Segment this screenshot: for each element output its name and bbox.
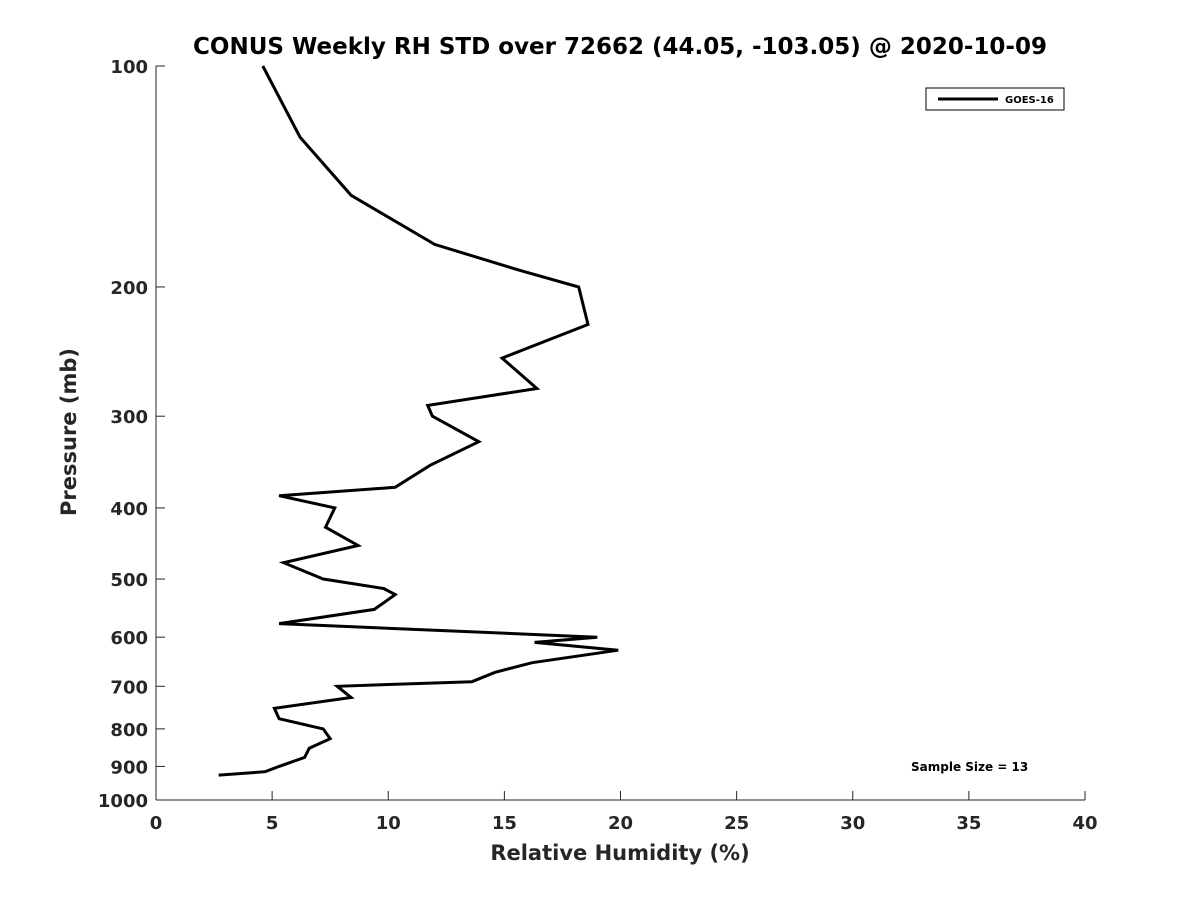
x-tick-label: 0 bbox=[150, 813, 163, 834]
y-tick-label: 400 bbox=[110, 499, 148, 520]
x-tick-label: 40 bbox=[1072, 813, 1097, 834]
y-tick-label: 600 bbox=[110, 628, 148, 649]
y-tick-label: 200 bbox=[110, 278, 148, 299]
y-tick-label: 500 bbox=[110, 570, 148, 591]
plot-area: 0 5 10 15 20 25 30 35 40 100 200 300 400 500 600 700 800… bbox=[98, 57, 1098, 834]
y-tick-label: 100 bbox=[110, 57, 148, 78]
x-tick-label: 10 bbox=[376, 813, 401, 834]
series-line-goes-16 bbox=[218, 65, 619, 777]
y-axis-label: Pressure (mb) bbox=[57, 348, 81, 516]
sample-size-annotation: Sample Size = 13 bbox=[911, 760, 1028, 774]
y-tick-label: 900 bbox=[110, 757, 148, 778]
x-tick-label: 25 bbox=[724, 813, 749, 834]
legend-entry-goes-16: GOES-16 bbox=[1005, 95, 1054, 106]
x-tick-label: 30 bbox=[840, 813, 865, 834]
y-tick-label: 1000 bbox=[98, 791, 148, 812]
y-tick-label: 700 bbox=[110, 677, 148, 698]
legend: GOES-16 bbox=[925, 87, 1065, 111]
x-tick-label: 15 bbox=[492, 813, 517, 834]
x-tick-label: 20 bbox=[608, 813, 633, 834]
x-tick-label: 35 bbox=[956, 813, 981, 834]
chart-title: CONUS Weekly RH STD over 72662 (44.05, -… bbox=[193, 34, 1047, 60]
y-tick-label: 800 bbox=[110, 720, 148, 741]
x-axis-label: Relative Humidity (%) bbox=[490, 841, 749, 865]
x-tick-label: 5 bbox=[266, 813, 279, 834]
y-tick-label: 300 bbox=[110, 407, 148, 428]
